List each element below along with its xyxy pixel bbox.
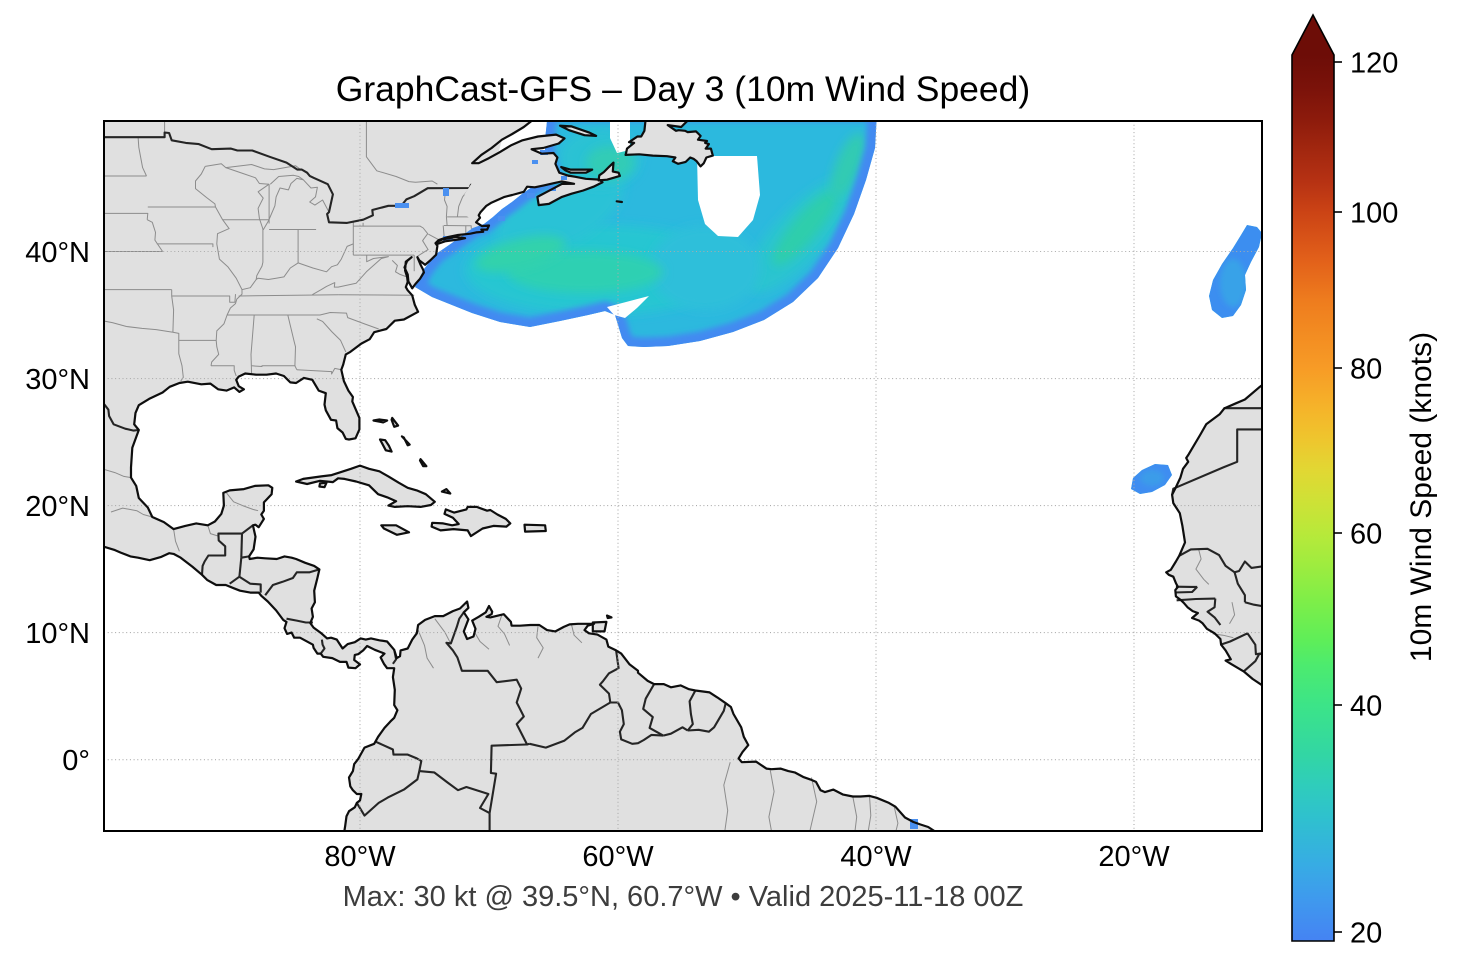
svg-text:40°W: 40°W — [840, 841, 912, 873]
svg-text:80°W: 80°W — [324, 841, 396, 873]
svg-text:10m Wind Speed (knots): 10m Wind Speed (knots) — [1405, 332, 1438, 662]
svg-text:10°N: 10°N — [25, 618, 90, 650]
svg-text:40°N: 40°N — [25, 237, 90, 269]
svg-text:20°N: 20°N — [25, 491, 90, 523]
svg-text:Max: 30 kt @ 39.5°N, 60.7°W •: Max: 30 kt @ 39.5°N, 60.7°W • Valid 2025… — [343, 881, 1024, 913]
svg-text:120: 120 — [1350, 48, 1398, 80]
svg-text:60°W: 60°W — [582, 841, 654, 873]
svg-text:100: 100 — [1350, 198, 1398, 230]
svg-text:0°: 0° — [62, 745, 90, 777]
svg-text:40: 40 — [1350, 691, 1382, 723]
svg-text:20: 20 — [1350, 918, 1382, 950]
svg-text:20°W: 20°W — [1098, 841, 1170, 873]
svg-text:60: 60 — [1350, 519, 1382, 551]
svg-text:GraphCast-GFS – Day 3 (10m Win: GraphCast-GFS – Day 3 (10m Wind Speed) — [336, 69, 1031, 109]
svg-text:80: 80 — [1350, 354, 1382, 386]
svg-text:30°N: 30°N — [25, 364, 90, 396]
